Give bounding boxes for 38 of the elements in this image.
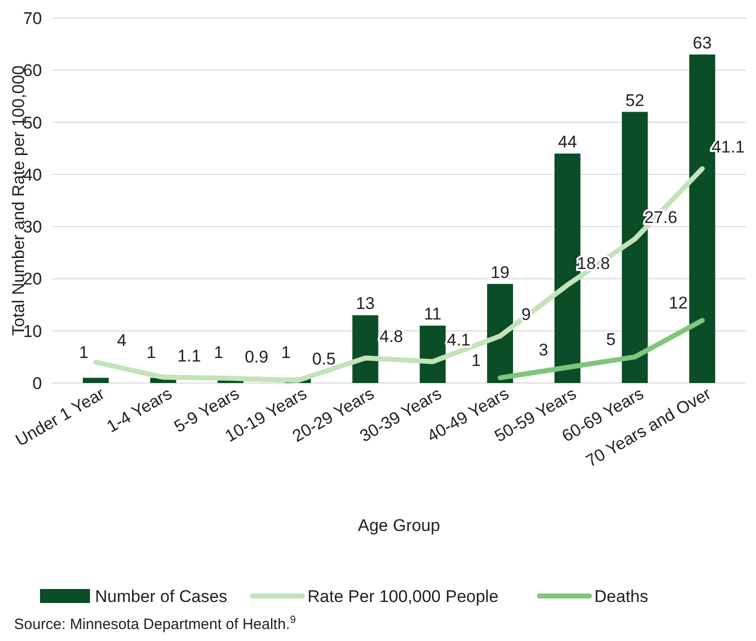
data-label: 19 <box>490 262 510 282</box>
legend-label: Number of Cases <box>95 587 228 606</box>
data-label: 44 <box>558 132 577 152</box>
y-tick-label: 50 <box>23 113 42 132</box>
data-label: 4 <box>117 331 127 350</box>
legend-label: Rate Per 100,000 People <box>308 587 498 606</box>
data-label: 1 <box>79 342 89 362</box>
data-label: 13 <box>356 294 375 314</box>
bar <box>82 378 109 383</box>
data-label: 1 <box>471 350 481 370</box>
data-label: 4.8 <box>379 326 404 346</box>
bar <box>420 326 446 383</box>
data-label: 1 <box>146 342 156 362</box>
data-label: 5 <box>606 330 616 349</box>
data-label: 52 <box>625 90 644 110</box>
y-tick-label: 70 <box>23 9 42 28</box>
bar <box>487 284 514 383</box>
data-label: 1 <box>281 342 291 362</box>
y-tick-label: 40 <box>23 165 42 184</box>
data-label: 0.9 <box>244 347 268 366</box>
data-label: 9 <box>521 305 531 324</box>
x-axis-title: Age Group <box>358 516 440 535</box>
source-note: Source: Minnesota Department of Health.$^{9}$ <box>14 614 296 633</box>
data-label: 4.1 <box>446 330 471 350</box>
data-label: 1.1 <box>177 346 201 366</box>
data-label: 0.5 <box>312 349 336 368</box>
legend-label: Deaths <box>594 587 648 606</box>
data-label: 3 <box>538 340 548 360</box>
y-tick-label: 10 <box>23 322 42 341</box>
y-tick-label: 0 <box>32 374 42 393</box>
bar <box>352 315 378 383</box>
data-label: 1 <box>214 342 224 362</box>
data-label: 11 <box>424 304 442 324</box>
y-tick-label: 60 <box>23 61 42 80</box>
data-label: 63 <box>692 34 712 52</box>
data-label: 12 <box>668 293 688 312</box>
y-tick-label: 20 <box>23 270 42 289</box>
y-tick-label: 30 <box>23 218 42 237</box>
